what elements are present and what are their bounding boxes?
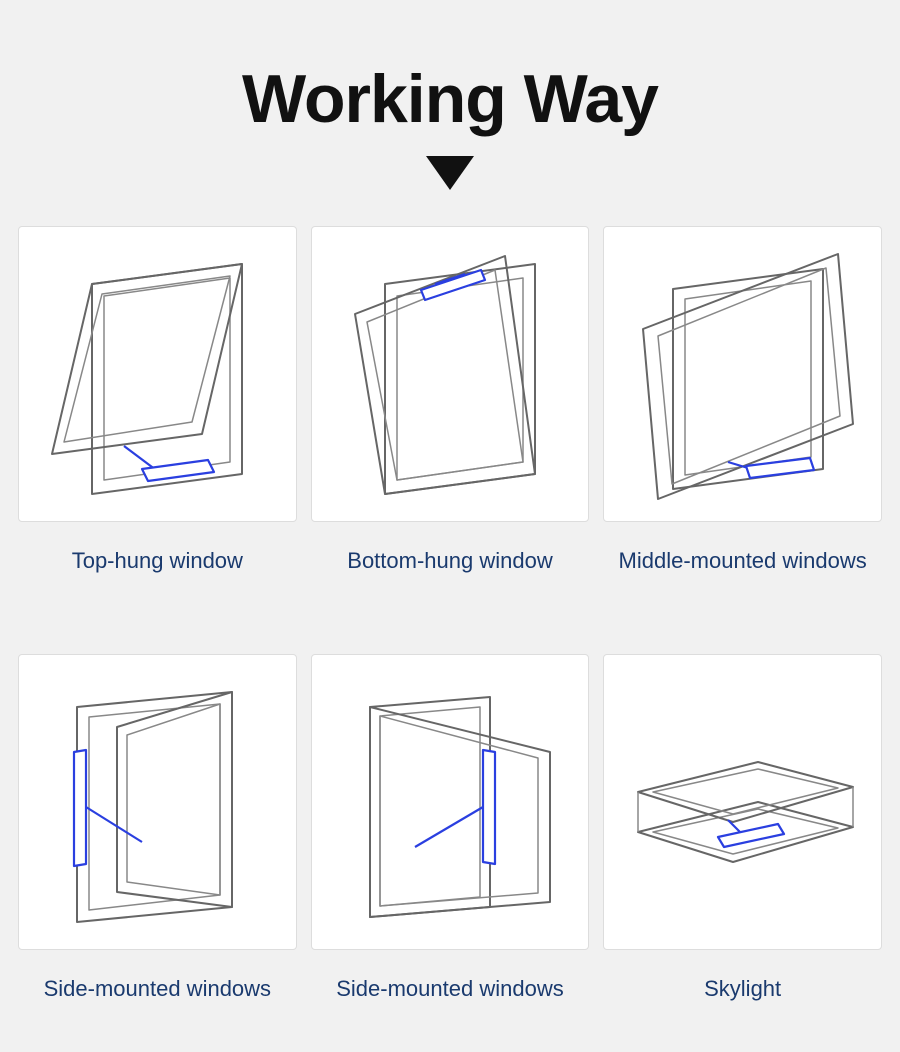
window-icon bbox=[32, 244, 282, 504]
diagram-top-hung bbox=[18, 226, 297, 522]
card-middle-mounted: Middle-mounted windows bbox=[603, 226, 882, 574]
diagram-side-mounted-2 bbox=[311, 654, 590, 950]
caption: Middle-mounted windows bbox=[619, 548, 867, 574]
diagram-grid: Top-hung window Bottom-hung window bbox=[18, 226, 882, 1002]
window-icon bbox=[325, 244, 575, 504]
chevron-down-icon bbox=[426, 156, 474, 190]
card-side-mounted-2: Side-mounted windows bbox=[311, 654, 590, 1002]
page: Working Way Top-hung window bbox=[0, 0, 900, 1042]
window-icon bbox=[325, 672, 575, 932]
card-skylight: Skylight bbox=[603, 654, 882, 1002]
window-icon bbox=[32, 672, 282, 932]
card-bottom-hung: Bottom-hung window bbox=[311, 226, 590, 574]
caption: Bottom-hung window bbox=[347, 548, 552, 574]
diagram-middle-mounted bbox=[603, 226, 882, 522]
caption: Skylight bbox=[704, 976, 781, 1002]
page-title: Working Way bbox=[18, 60, 882, 138]
diagram-skylight bbox=[603, 654, 882, 950]
caption: Top-hung window bbox=[72, 548, 243, 574]
caption: Side-mounted windows bbox=[336, 976, 563, 1002]
diagram-bottom-hung bbox=[311, 226, 590, 522]
window-icon bbox=[618, 244, 868, 504]
card-side-mounted-1: Side-mounted windows bbox=[18, 654, 297, 1002]
diagram-side-mounted-1 bbox=[18, 654, 297, 950]
window-icon bbox=[618, 672, 868, 932]
caption: Side-mounted windows bbox=[44, 976, 271, 1002]
card-top-hung: Top-hung window bbox=[18, 226, 297, 574]
